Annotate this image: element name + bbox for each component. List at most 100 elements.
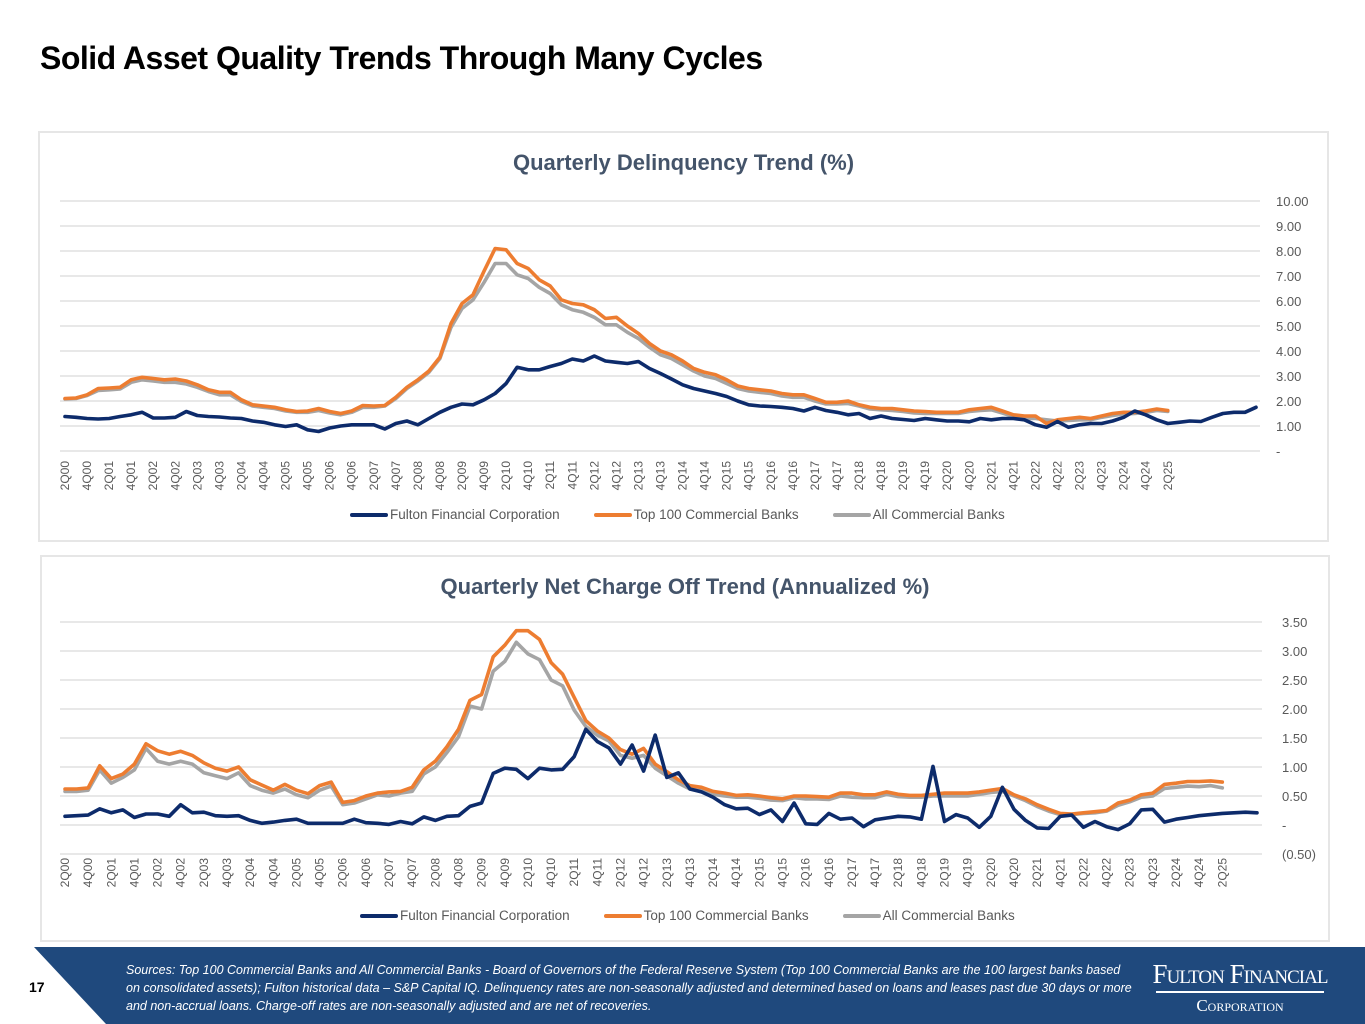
legend-swatch-fulton	[350, 512, 388, 517]
x-tick-label: 4Q12	[637, 858, 651, 888]
page-title: Solid Asset Quality Trends Through Many …	[40, 40, 763, 76]
x-tick-label: 2Q15	[720, 461, 734, 491]
legend-item-fulton: Fulton Financial Corporation	[360, 908, 570, 923]
x-tick-label: 4Q00	[81, 858, 95, 888]
x-tick-label: 2Q14	[676, 461, 690, 491]
y-tick-label: 2.00	[1282, 702, 1307, 717]
series-line-top100	[63, 628, 1225, 816]
x-tick-label: 4Q10	[544, 858, 558, 888]
footer: 17 Sources: Top 100 Commercial Banks and…	[0, 947, 1365, 1024]
x-tick-label: 4Q03	[220, 858, 234, 888]
x-tick-label: 4Q05	[301, 461, 315, 491]
x-tick-label: 2Q05	[289, 858, 303, 888]
x-tick-label: 4Q20	[962, 461, 976, 491]
chart-legend: Fulton Financial Corporation Top 100 Com…	[360, 908, 1015, 923]
x-tick-label: 2Q02	[146, 461, 160, 491]
x-tick-label: 4Q02	[168, 461, 182, 491]
x-tick-label: 4Q03	[212, 461, 226, 491]
x-tick-label: 2Q24	[1117, 461, 1131, 491]
net-charge-off-chart-svg: (0.50) - 0.50 1.00 1.50 2.00 2.50 3.00 3.50 2Q00 4…	[58, 615, 1316, 888]
x-tick-label: 2Q07	[382, 858, 396, 888]
legend-item-all: All Commercial Banks	[832, 507, 1005, 522]
x-tick-label: 4Q21	[1053, 858, 1067, 888]
x-tick-label: 4Q14	[729, 858, 743, 888]
legend-label: Top 100 Commercial Banks	[643, 908, 809, 923]
series-line-fulton	[63, 727, 1259, 832]
x-tick-label: 2Q21	[984, 461, 998, 491]
x-tick-label: 2Q21	[1030, 858, 1044, 888]
x-tick-label: 4Q13	[654, 461, 668, 491]
page-number: 17	[29, 979, 45, 995]
y-tick-label: 1.00	[1282, 760, 1307, 775]
x-tick-label: 2Q18	[891, 858, 905, 888]
x-tick-label: 4Q00	[80, 461, 94, 491]
x-tick-label: 4Q09	[498, 858, 512, 888]
x-tick-label: 4Q08	[451, 858, 465, 888]
x-tick-label: 4Q13	[683, 858, 697, 888]
x-tick-label: 4Q14	[698, 461, 712, 491]
x-tick-label: 2Q20	[940, 461, 954, 491]
y-tick-label: 2.50	[1282, 673, 1307, 688]
x-tick-label: 4Q10	[521, 461, 535, 491]
x-tick-label: 4Q17	[868, 858, 882, 888]
x-tick-label: 2Q13	[660, 858, 674, 888]
x-tick-label: 2Q07	[367, 461, 381, 491]
y-tick-label: 4.00	[1276, 344, 1301, 359]
x-tick-label: 2Q11	[567, 858, 581, 887]
y-tick-label: 5.00	[1276, 319, 1301, 334]
x-tick-label: 4Q12	[609, 461, 623, 491]
series-line-all	[63, 640, 1225, 817]
x-tick-label: 4Q20	[1007, 858, 1021, 888]
x-tick-label: 2Q09	[455, 461, 469, 491]
y-tick-label: 8.00	[1276, 244, 1301, 259]
logo-sub-text: Corporation	[1196, 996, 1284, 1015]
y-tick-label: 7.00	[1276, 269, 1301, 284]
x-tick-label: 4Q15	[776, 858, 790, 888]
legend-item-all: All Commercial Banks	[842, 908, 1015, 923]
x-tick-label: 4Q19	[961, 858, 975, 888]
legend-label: All Commercial Banks	[872, 507, 1005, 522]
x-tick-label: 4Q23	[1095, 461, 1109, 491]
x-tick-label: 2Q13	[631, 461, 645, 491]
x-tick-label: 2Q01	[104, 858, 118, 888]
y-tick-label: 3.00	[1282, 644, 1307, 659]
x-tick-label: 2Q06	[323, 461, 337, 491]
x-tick-label: 4Q22	[1100, 858, 1114, 888]
y-tick-label: 9.00	[1276, 219, 1301, 234]
x-tick-label: 2Q19	[938, 858, 952, 888]
x-tick-label: 2Q01	[102, 461, 116, 491]
chart-title: Quarterly Net Charge Off Trend (Annualiz…	[440, 574, 930, 599]
x-tick-label: 4Q07	[405, 858, 419, 888]
legend-swatch-top100	[603, 913, 642, 918]
x-tick-label: 4Q09	[477, 461, 491, 491]
legend-label: All Commercial Banks	[882, 908, 1015, 923]
x-tick-label: 2Q12	[613, 858, 627, 888]
x-tick-label: 2Q00	[58, 461, 72, 491]
y-tick-label: -	[1282, 818, 1286, 833]
x-tick-label: 2Q23	[1073, 461, 1087, 491]
x-tick-label: 2Q03	[197, 858, 211, 888]
x-tick-label: 2Q04	[234, 461, 248, 491]
x-tick-label: 2Q08	[411, 461, 425, 491]
y-tick-label: 3.50	[1282, 615, 1307, 630]
y-tick-label: 1.50	[1282, 731, 1307, 746]
legend-swatch-fulton	[360, 913, 398, 918]
x-tick-label: 4Q18	[874, 461, 888, 491]
y-tick-label: 0.50	[1282, 789, 1307, 804]
legend-swatch-all	[832, 512, 871, 517]
delinquency-chart-svg: - 1.00 2.00 3.00 4.00 5.00 6.00 7.00 8.00 9.00 10.…	[58, 194, 1309, 491]
x-tick-label: 4Q05	[313, 858, 327, 888]
x-tick-label: 4Q21	[1006, 461, 1020, 491]
chart-legend: Fulton Financial Corporation Top 100 Com…	[350, 507, 1005, 522]
x-tick-label: 2Q11	[543, 461, 557, 490]
x-tick-label: 2Q09	[475, 858, 489, 888]
x-tick-label: 2Q14	[706, 858, 720, 888]
y-tick-label: 3.00	[1276, 369, 1301, 384]
x-tick-label: 2Q18	[852, 461, 866, 491]
x-tick-label: 4Q23	[1146, 858, 1160, 888]
legend-swatch-top100	[593, 512, 632, 517]
series-line-all	[63, 261, 1170, 423]
x-tick-label: 2Q17	[845, 858, 859, 888]
series-line-top100	[63, 246, 1170, 426]
x-tick-label: 4Q04	[257, 461, 271, 491]
